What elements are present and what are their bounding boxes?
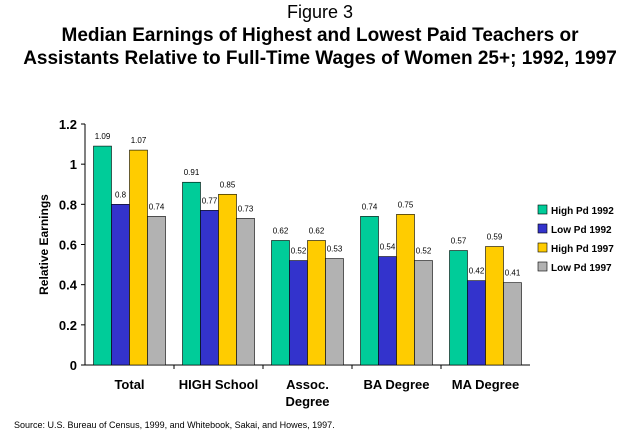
y-tick-label: 0: [70, 358, 77, 373]
bar: [200, 210, 219, 366]
y-tick-label: 0.2: [59, 318, 77, 333]
y-axis-title: Relative Earnings: [37, 194, 51, 295]
bar: [485, 246, 504, 366]
legend-label: Low Pd 1997: [551, 263, 612, 274]
y-tick-label: 1.2: [59, 117, 77, 132]
bar: [414, 260, 433, 366]
data-label: 0.75: [398, 200, 414, 209]
legend-swatch: [537, 204, 548, 215]
data-label: 0.73: [238, 204, 254, 213]
figure-label: Figure 3: [286, 2, 354, 22]
bar: [93, 145, 112, 366]
data-label: 0.74: [149, 202, 165, 211]
x-tick-label: Total: [114, 377, 144, 392]
bar-chart: 0 0.2 0.4 0.6 0.8 1 1.2 Relative Earnings 1.09 0.…: [37, 117, 614, 409]
legend-swatch: [537, 242, 548, 253]
y-tick-label: 0.6: [59, 238, 77, 253]
bar: [271, 240, 290, 366]
y-tick-label: 0.4: [59, 278, 78, 293]
source-note: Source: U.S. Bureau of Census, 1999, and…: [14, 420, 335, 430]
legend-label: High Pd 1997: [551, 244, 614, 255]
x-tick-label: MA Degree: [452, 377, 519, 392]
x-tick-label: HIGH School: [179, 377, 258, 392]
bar: [307, 240, 326, 366]
chart-title: Median Earnings of Highest and Lowest Pa…: [0, 24, 640, 70]
data-label: 0.41: [505, 269, 521, 278]
x-tick-label: BA Degree: [364, 377, 430, 392]
x-tick-label: Assoc.: [286, 377, 329, 392]
legend-swatch: [537, 223, 548, 234]
legend-label: Low Pd 1992: [551, 225, 612, 236]
data-label: 0.57: [451, 237, 467, 246]
data-label: 0.52: [291, 247, 307, 256]
data-label: 0.91: [184, 168, 200, 177]
data-label: 0.59: [487, 233, 503, 242]
bar: [396, 214, 415, 366]
data-label: 0.74: [362, 202, 378, 211]
bar: [236, 218, 255, 366]
data-label: 1.07: [131, 136, 147, 145]
chart-title-line-1: Median Earnings of Highest and Lowest Pa…: [61, 25, 579, 46]
bar: [467, 280, 486, 366]
bar: [449, 250, 468, 366]
data-label: 0.42: [469, 267, 485, 276]
bar: [218, 193, 237, 366]
bar: [182, 181, 201, 366]
y-tick-label: 1: [70, 157, 77, 172]
bar: [289, 260, 308, 366]
bar: [129, 149, 148, 366]
bar: [111, 204, 130, 366]
data-label: 0.62: [273, 226, 289, 235]
x-tick-label: Degree: [285, 394, 329, 409]
data-label: 0.85: [220, 180, 236, 189]
bar: [378, 256, 397, 366]
data-label: 0.62: [309, 226, 325, 235]
y-tick-label: 0.8: [59, 197, 77, 212]
data-label: 0.52: [416, 247, 432, 256]
data-label: 0.77: [202, 196, 218, 205]
bar: [325, 258, 344, 366]
legend-swatch: [537, 261, 548, 272]
bar: [360, 216, 379, 366]
bar: [503, 282, 522, 366]
chart-title-line-2: Assistants Relative to Full-Time Wages o…: [23, 48, 617, 69]
data-label: 0.53: [327, 245, 343, 254]
data-label: 1.09: [95, 132, 111, 141]
bar: [147, 216, 166, 366]
legend-label: High Pd 1992: [551, 206, 614, 217]
data-label: 0.8: [115, 190, 127, 199]
data-label: 0.54: [380, 243, 396, 252]
